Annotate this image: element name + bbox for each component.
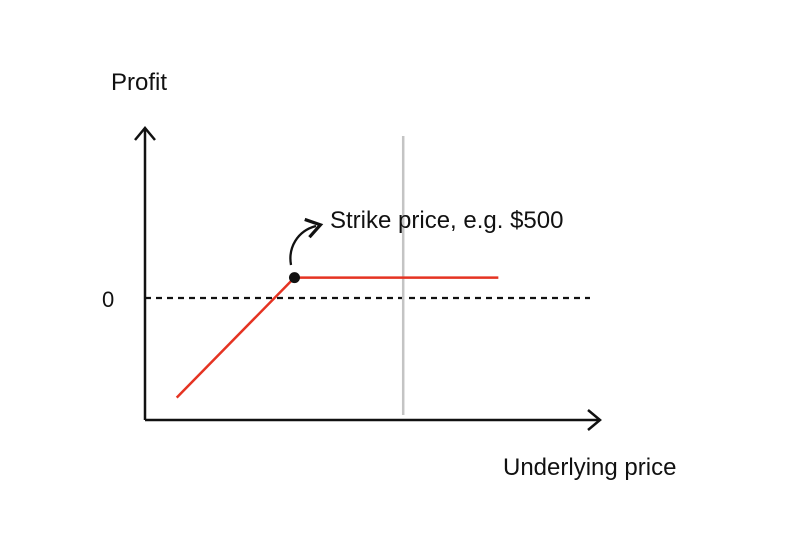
strike-point	[288, 272, 300, 284]
y-axis-arrow-icon	[134, 126, 156, 141]
annotation-arrow-icon	[289, 217, 324, 266]
series-layer	[175, 276, 499, 399]
payoff-line	[175, 276, 499, 399]
x-axis-arrow-icon	[587, 409, 602, 431]
strike-price-annotation: Strike price, e.g. $500	[330, 207, 563, 234]
y-tick-label-zero: 0	[102, 287, 114, 312]
y-axis-title: Profit	[111, 69, 167, 96]
x-axis-title: Underlying price	[503, 454, 676, 481]
